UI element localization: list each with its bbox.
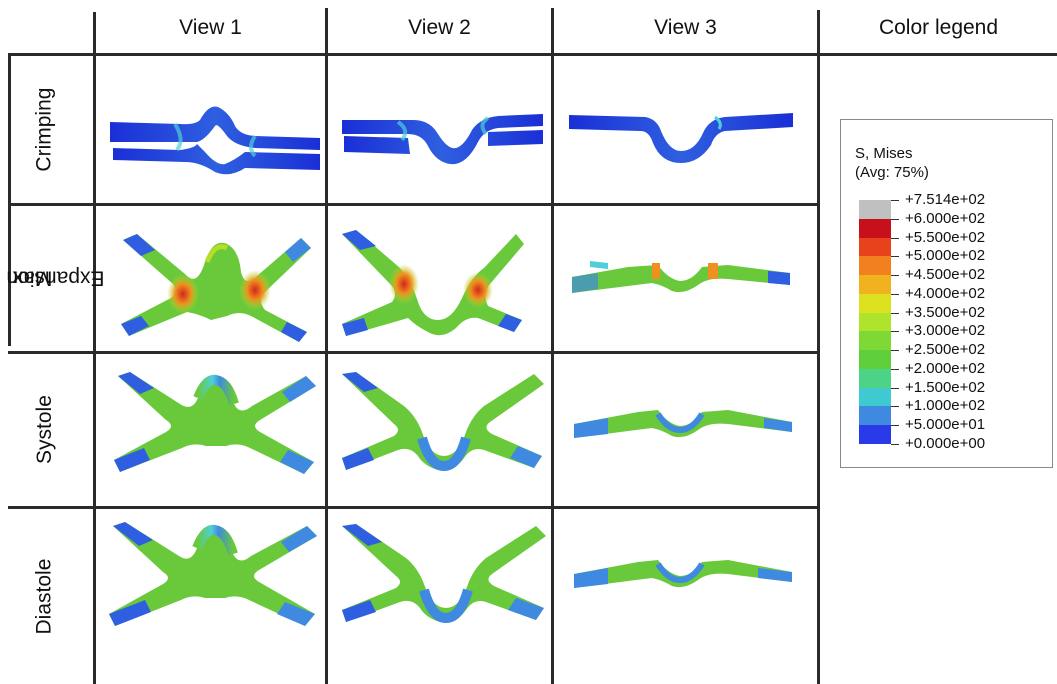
legend-swatch: [859, 237, 891, 257]
row-label-diastole: Diastole: [32, 558, 56, 635]
legend-label: +1.500e+02: [905, 378, 986, 396]
max-expansion-view-1-image: [115, 232, 315, 342]
diastole-view-1-image: [105, 520, 323, 632]
legend-color-bar: [859, 200, 891, 445]
legend-label: +5.000e+02: [905, 247, 986, 265]
legend-swatch: [859, 256, 891, 276]
legend-tick: [891, 444, 899, 445]
legend-swatch: [859, 387, 891, 407]
legend-title: S, Mises (Avg: 75%): [855, 145, 929, 181]
header-view-2: View 2: [408, 16, 471, 39]
legend-tick: [891, 425, 899, 427]
legend-label: +4.500e+02: [905, 266, 986, 284]
legend-tick: [891, 218, 899, 220]
legend-swatch: [859, 350, 891, 370]
grid-line-left: [8, 56, 11, 346]
legend-tick: [891, 350, 899, 352]
legend-swatch: [859, 425, 891, 445]
legend-tick: [891, 237, 899, 239]
legend-swatch: [859, 368, 891, 389]
legend-tick: [891, 312, 899, 314]
legend-swatch: [859, 200, 891, 220]
diastole-view-3-image: [568, 552, 796, 596]
legend-tick: [891, 293, 899, 295]
grid-line-h3: [8, 506, 818, 509]
max-expansion-view-2-image: [338, 228, 526, 340]
legend-tick: [891, 256, 899, 258]
grid-line-v3: [817, 10, 820, 684]
legend-tick: [891, 387, 899, 389]
legend-tick: [891, 368, 899, 370]
legend-swatch: [859, 312, 891, 332]
legend-tick: [891, 275, 899, 277]
header-view-1: View 1: [179, 16, 242, 39]
legend-label: +4.000e+02: [905, 284, 986, 302]
legend-tick: [891, 331, 899, 333]
legend-label: +1.000e+02: [905, 397, 986, 415]
grid-line-v2: [551, 8, 554, 684]
legend-tick: [891, 200, 899, 201]
grid-line-v0: [93, 12, 96, 684]
legend-label: +2.000e+02: [905, 359, 986, 377]
legend-swatch: [859, 331, 891, 351]
systole-view-1-image: [110, 370, 322, 478]
systole-view-3-image: [568, 402, 796, 446]
diastole-view-2-image: [338, 522, 550, 630]
legend-label: +5.500e+02: [905, 228, 986, 246]
legend-label: +5.000e+01: [905, 416, 986, 434]
legend-swatch: [859, 293, 891, 314]
legend-label: +6.000e+02: [905, 209, 986, 227]
header-color-legend: Color legend: [878, 16, 999, 39]
legend-label: +2.500e+02: [905, 341, 986, 359]
grid-line-h1: [8, 203, 818, 206]
row-label-systole: Systole: [32, 395, 56, 465]
crimping-view-2-image: [338, 100, 548, 175]
legend-label: +7.514e+02: [905, 191, 986, 208]
legend-swatch: [859, 406, 891, 426]
legend-swatch: [859, 275, 891, 295]
grid-line-h0: [8, 53, 1057, 56]
systole-view-2-image: [338, 370, 548, 480]
grid-line-h2: [8, 351, 818, 354]
legend-tick: [891, 406, 899, 408]
legend-label: +3.500e+02: [905, 303, 986, 321]
legend-label: +0.000e+00: [905, 435, 986, 452]
crimping-view-1-image: [105, 100, 323, 175]
max-expansion-view-3-image: [568, 255, 794, 301]
color-legend: S, Mises (Avg: 75%) +7.514e+02 +6.000e+02…: [840, 119, 1053, 468]
row-label-crimping: Crimping: [32, 87, 56, 172]
header-view-3: View 3: [654, 16, 717, 39]
row-label-max-expansion: Max Expansion: [6, 267, 105, 291]
crimping-view-3-image: [565, 105, 797, 165]
grid-line-v1: [325, 8, 328, 684]
legend-swatch: [859, 218, 891, 239]
legend-label: +3.000e+02: [905, 322, 986, 340]
